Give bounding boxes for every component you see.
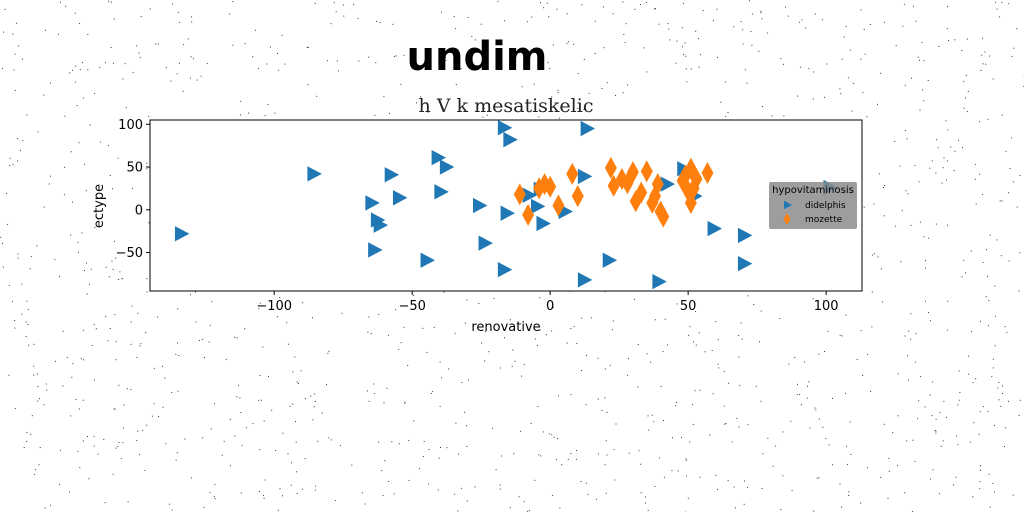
legend-box [769,182,857,229]
didelphis-point [577,168,593,185]
didelphis-point [431,149,447,166]
mozette-point [566,162,579,185]
didelphis-point [368,242,383,258]
mozette-point [522,203,535,226]
didelphis-point [434,184,449,200]
mozette-point [604,156,617,179]
didelphis-point [497,120,513,136]
didelphis-point [439,159,455,175]
didelphis-point [174,226,190,242]
mozette-point [544,175,557,198]
didelphis-point [522,187,538,203]
y-tick-label: 50 [126,161,143,176]
mozette-point [552,194,565,217]
plot-area [149,119,863,292]
mozette-point [651,173,664,196]
didelphis-point [392,190,408,206]
x-tick-label: −100 [256,299,292,314]
mozette-point [607,174,620,197]
didelphis-point [365,195,380,211]
mozette-point [701,162,714,185]
didelphis-point [497,261,513,278]
x-tick-label: 0 [546,299,554,314]
didelphis-point [503,132,518,148]
x-axis-label: renovative [471,320,540,335]
y-tick-label: 100 [118,118,143,133]
y-axis-label: ectype [92,184,107,228]
didelphis-point [580,120,596,137]
didelphis-point [652,273,667,290]
didelphis-point [577,272,593,288]
didelphis-point [530,198,546,215]
legend-marker-mozette [783,212,791,226]
didelphis-point [707,220,722,237]
didelphis-point [473,197,488,214]
axes-frame [149,119,863,292]
didelphis-point [373,217,389,233]
didelphis-point [420,252,435,268]
legend-entries: didelphis mozette [783,200,846,226]
mozette-point [635,181,648,204]
mozette-point [626,161,639,184]
axis-ticks: −100 −50 0 50 100 −50 0 50 100 [116,118,839,314]
didelphis-point [478,235,493,251]
didelphis-point [737,255,753,272]
mozette-point [513,183,526,206]
mozette-point [571,185,584,208]
didelphis-point [307,166,322,182]
data-points [174,120,838,290]
mozette-point [690,167,703,190]
x-tick-label: 50 [680,299,697,314]
x-tick-label: −50 [398,299,425,314]
didelphis-point [737,227,753,244]
mozette-point [657,205,670,228]
didelphis-point [602,252,618,268]
legend-marker-didelphis [784,200,792,210]
legend: hypovitaminosis didelphis mozette [769,182,857,229]
didelphis-point [500,205,515,221]
axes-title: h V k mesatiskelic [419,95,594,117]
mozette-point [640,160,653,183]
y-tick-label: 0 [135,203,143,218]
legend-title: hypovitaminosis [772,185,854,196]
series-mozette [513,156,714,228]
didelphis-point [536,215,551,232]
didelphis-point [660,176,676,192]
figure-suptitle: undim [407,34,548,80]
legend-label-didelphis: didelphis [805,201,846,211]
legend-label-mozette: mozette [805,215,843,225]
y-tick-label: −50 [116,246,143,261]
didelphis-point [384,167,400,183]
x-tick-label: 100 [814,299,839,314]
